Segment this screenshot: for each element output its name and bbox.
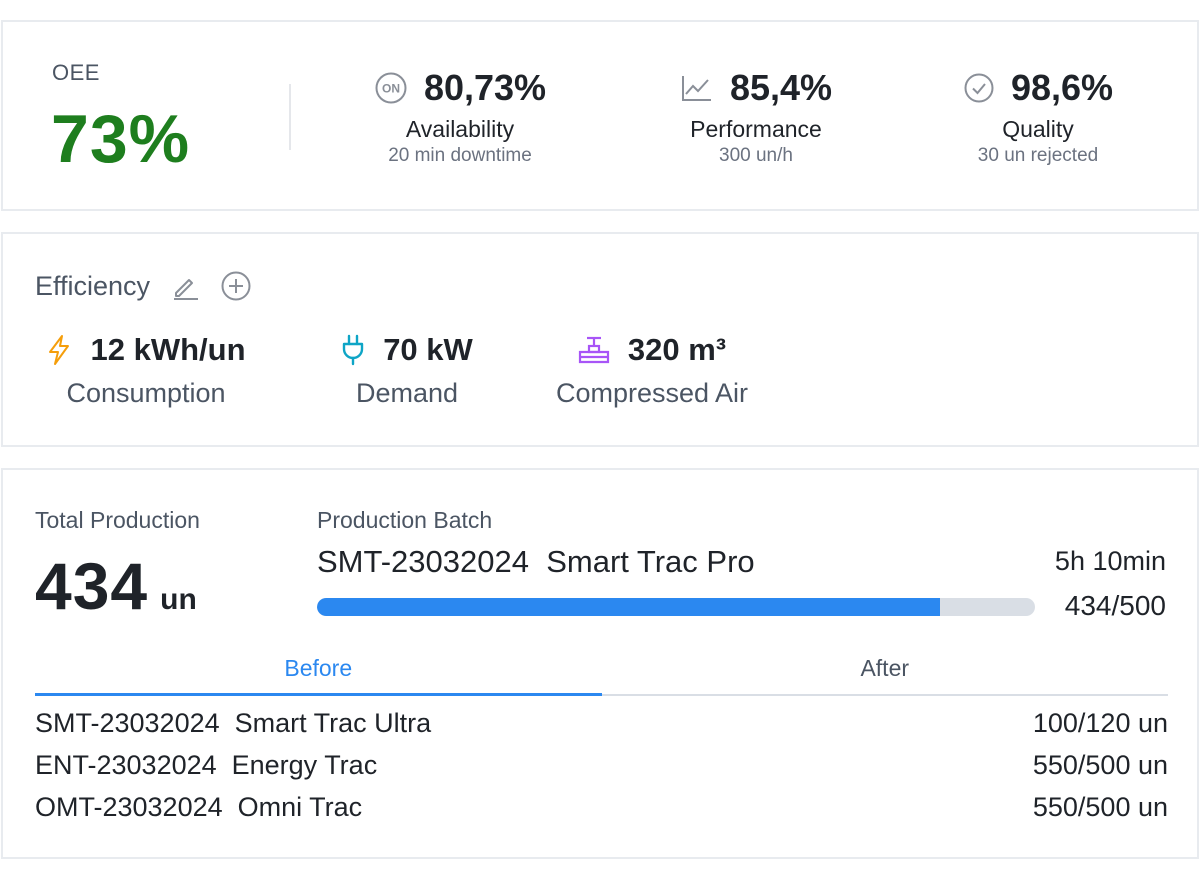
compressed-air-label: Compressed Air xyxy=(555,378,749,408)
batch-name: SMT-23032024 Smart Trac Ultra xyxy=(35,707,432,738)
trend-chart-icon xyxy=(680,73,714,103)
consumption-metric: 12 kWh/un Consumption xyxy=(33,330,259,409)
list-item[interactable]: ENT-23032024 Energy Trac 550/500 un xyxy=(35,744,1168,786)
consumption-label: Consumption xyxy=(66,378,226,408)
production-batch-name: SMT-23032024 Smart Trac Pro xyxy=(317,544,755,579)
lightning-icon xyxy=(46,334,72,366)
performance-metric: 85,4% Performance 300 un/h xyxy=(606,66,906,167)
demand-value: 70 kW xyxy=(383,332,473,367)
quality-sub: 30 un rejected xyxy=(977,145,1099,166)
batch-progress-fill xyxy=(317,598,941,616)
svg-text:ON: ON xyxy=(382,82,400,96)
oee-value: 73% xyxy=(51,101,191,177)
production-batch-label: Production Batch xyxy=(317,507,493,533)
add-circle-icon[interactable] xyxy=(220,270,252,302)
batch-list: SMT-23032024 Smart Trac Ultra 100/120 un… xyxy=(35,702,1168,828)
production-batch-time: 5h 10min xyxy=(1054,546,1166,576)
batch-name: OMT-23032024 Omni Trac xyxy=(35,791,363,822)
batch-name: ENT-23032024 Energy Trac xyxy=(35,749,378,780)
quality-value: 98,6% xyxy=(1010,67,1114,108)
power-on-icon: ON xyxy=(374,71,408,105)
batch-count: 550/500 un xyxy=(1032,791,1168,822)
compressed-air-value: 320 m³ xyxy=(627,332,727,367)
total-production-value: 434 un xyxy=(35,548,197,624)
efficiency-card: Efficiency 12 kWh/un Consumption xyxy=(1,232,1199,447)
batch-count: 550/500 un xyxy=(1032,749,1168,780)
total-production-label: Total Production xyxy=(35,507,200,533)
consumption-value: 12 kWh/un xyxy=(90,332,246,367)
quality-label: Quality xyxy=(1002,116,1074,142)
total-production-number: 434 xyxy=(35,549,149,623)
production-batch-count: 434/500 xyxy=(1064,590,1166,621)
performance-sub: 300 un/h xyxy=(719,145,793,166)
list-item[interactable]: SMT-23032024 Smart Trac Ultra 100/120 un xyxy=(35,702,1168,744)
performance-label: Performance xyxy=(690,116,822,142)
availability-metric: ON 80,73% Availability 20 min downtime xyxy=(310,66,610,167)
demand-metric: 70 kW Demand xyxy=(321,330,493,409)
production-card: Total Production 434 un Production Batch… xyxy=(1,468,1199,859)
batch-count: 100/120 un xyxy=(1032,707,1168,738)
efficiency-title: Efficiency xyxy=(35,270,151,301)
total-production-unit: un xyxy=(160,583,197,616)
quality-metric: 98,6% Quality 30 un rejected xyxy=(888,66,1188,167)
availability-value: 80,73% xyxy=(423,67,547,108)
tab-after[interactable]: After xyxy=(860,655,910,681)
check-circle-icon xyxy=(963,72,995,104)
pipe-valve-icon xyxy=(578,334,610,366)
demand-label: Demand xyxy=(355,378,459,408)
performance-value: 85,4% xyxy=(729,67,833,108)
tab-before[interactable]: Before xyxy=(35,648,602,696)
availability-sub: 20 min downtime xyxy=(388,145,532,166)
edit-pencil-icon[interactable] xyxy=(170,271,200,301)
oee-label: OEE xyxy=(52,60,100,85)
plug-icon xyxy=(341,334,365,366)
oee-card: OEE 73% ON 80,73% Availability 20 min do… xyxy=(1,20,1199,211)
availability-label: Availability xyxy=(405,116,515,142)
batch-tabs: Before After xyxy=(35,648,1168,696)
divider xyxy=(289,84,291,150)
list-item[interactable]: OMT-23032024 Omni Trac 550/500 un xyxy=(35,786,1168,828)
batch-progress-bar xyxy=(317,598,1035,616)
compressed-air-metric: 320 m³ Compressed Air xyxy=(539,330,765,409)
